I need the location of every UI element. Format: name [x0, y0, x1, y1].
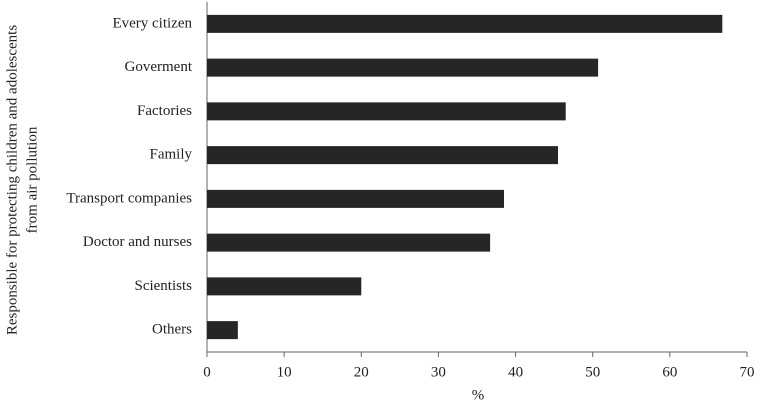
y-tick-label: Goverment	[125, 59, 193, 75]
y-tick-label: Scientists	[134, 278, 192, 294]
y-tick-label: Others	[152, 322, 192, 338]
x-tick-label: 10	[277, 364, 292, 380]
bar	[207, 146, 558, 165]
y-tick-label: Doctor and nurses	[83, 234, 192, 250]
x-tick-label: 70	[740, 364, 755, 380]
y-tick-label: Factories	[137, 103, 192, 119]
bar	[207, 58, 599, 77]
y-axis-label: from air pollution	[24, 126, 40, 233]
x-tick-label: 0	[203, 364, 211, 380]
bar	[207, 14, 723, 33]
y-axis-label: Responsible for protecting children and …	[4, 25, 20, 335]
x-tick-label: 20	[354, 364, 369, 380]
y-tick-label: Transport companies	[66, 190, 192, 206]
bar	[207, 233, 491, 252]
x-axis-label: %	[472, 387, 485, 403]
bar	[207, 102, 566, 121]
x-tick-label: 50	[585, 364, 600, 380]
bar	[207, 277, 362, 296]
y-tick-label: Every citizen	[112, 15, 192, 31]
bar	[207, 321, 238, 340]
x-tick-label: 40	[508, 364, 523, 380]
x-tick-label: 30	[431, 364, 446, 380]
bar	[207, 189, 504, 208]
x-tick-label: 60	[662, 364, 677, 380]
y-tick-label: Family	[149, 147, 192, 163]
